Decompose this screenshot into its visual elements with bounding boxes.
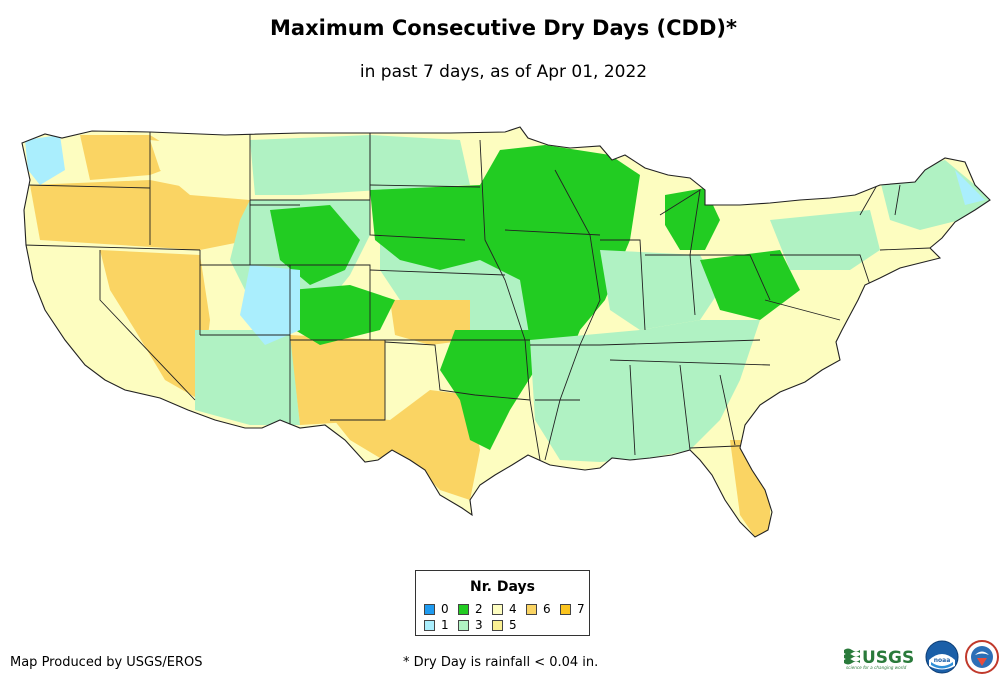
region-maine-1day	[955, 170, 985, 205]
legend-swatch-1	[424, 619, 435, 631]
region-carolinas-4days	[740, 330, 840, 405]
boundary-ut	[200, 264, 291, 336]
legend-swatch-2	[458, 603, 469, 615]
legend-item-0: 0	[424, 602, 449, 616]
boundary-pa-ny	[770, 254, 871, 286]
legend: Nr. Days 0 1 2 3 4 5 6 7	[415, 570, 590, 636]
dry-day-footnote: * Dry Day is rainfall < 0.04 in.	[403, 655, 599, 670]
boundary-tn-south	[609, 359, 771, 366]
legend-label-6: 6	[543, 602, 551, 616]
region-montana-3days	[250, 135, 470, 195]
legend-label-4: 4	[509, 602, 517, 616]
boundary-nm	[290, 339, 386, 421]
boundary-va	[764, 299, 841, 321]
legend-label-1: 1	[441, 618, 449, 632]
legend-label-0: 0	[441, 602, 449, 616]
region-pennsylvania-ny-3days	[770, 210, 880, 270]
legend-item-7: 7	[560, 602, 585, 616]
region-washington-coast-1day	[25, 135, 65, 185]
region-kansas-6days	[390, 300, 470, 345]
region-new-mexico-6days	[290, 335, 385, 425]
boundary-ms-al-ga	[629, 364, 736, 456]
legend-item-5: 5	[492, 618, 517, 632]
region-ohio-valley-3days	[600, 250, 720, 330]
usgs-wordmark: USGS	[862, 648, 914, 668]
usgs-tagline: science for a changing world	[846, 665, 907, 670]
boundary-mississippi	[544, 169, 601, 461]
boundary-ok-tx	[384, 341, 531, 401]
region-oregon-6days	[30, 180, 250, 250]
boundary-tn-ky	[599, 339, 761, 346]
boundary-or-ca	[23, 244, 201, 251]
region-texas-6days	[330, 390, 480, 500]
legend-swatch-7	[560, 603, 571, 615]
cdd-fill	[22, 127, 990, 537]
legend-swatch-3	[458, 619, 469, 631]
legend-item-1: 1	[424, 618, 449, 632]
region-arizona-3days	[195, 330, 300, 425]
map-subtitle: in past 7 days, as of Apr 01, 2022	[359, 62, 648, 82]
legend-item-3: 3	[458, 618, 483, 632]
boundary-oh-pa	[690, 254, 771, 301]
legend-item-6: 6	[526, 602, 551, 616]
boundary-ca-nv	[99, 250, 196, 401]
legend-label-7: 7	[577, 602, 585, 616]
legend-label-5: 5	[509, 618, 517, 632]
boundary-wy-co	[290, 264, 371, 340]
legend-label-3: 3	[475, 618, 483, 632]
boundary-nd-sd	[369, 184, 481, 188]
noaa-logo: noaa	[925, 640, 959, 674]
region-utah-1day	[240, 265, 300, 345]
legend-item-2: 2	[458, 602, 483, 616]
legend-swatch-6	[526, 603, 537, 615]
boundary-dakotas	[369, 133, 466, 241]
boundary-wa-or	[27, 184, 151, 189]
map-title: Maximum Consecutive Dry Days (CDD)*	[270, 16, 737, 40]
map-credit: Map Produced by USGS/EROS	[10, 655, 203, 670]
legend-swatch-4	[492, 603, 503, 615]
boundary-mn-ia	[504, 229, 601, 236]
boundary-michigan	[659, 189, 701, 256]
nws-logo	[965, 640, 999, 674]
region-colorado-2days	[290, 285, 395, 345]
usgs-logo: USGS science for a changing world	[844, 648, 914, 670]
legend-swatch-0	[424, 603, 435, 615]
noaa-wordmark: noaa	[934, 657, 951, 664]
boundary-il-in	[600, 239, 646, 331]
legend-label-2: 2	[475, 602, 483, 616]
region-southeast-3days	[530, 320, 760, 462]
boundary-ne-ks	[369, 269, 506, 276]
boundary-mo-river	[479, 139, 541, 461]
state-boundaries	[23, 132, 931, 461]
legend-swatch-5	[492, 619, 503, 631]
region-nevada-6days	[100, 250, 210, 400]
region-oklahoma-arkansas-2days	[440, 330, 535, 450]
legend-title: Nr. Days	[470, 579, 535, 595]
legend-item-4: 4	[492, 602, 517, 616]
